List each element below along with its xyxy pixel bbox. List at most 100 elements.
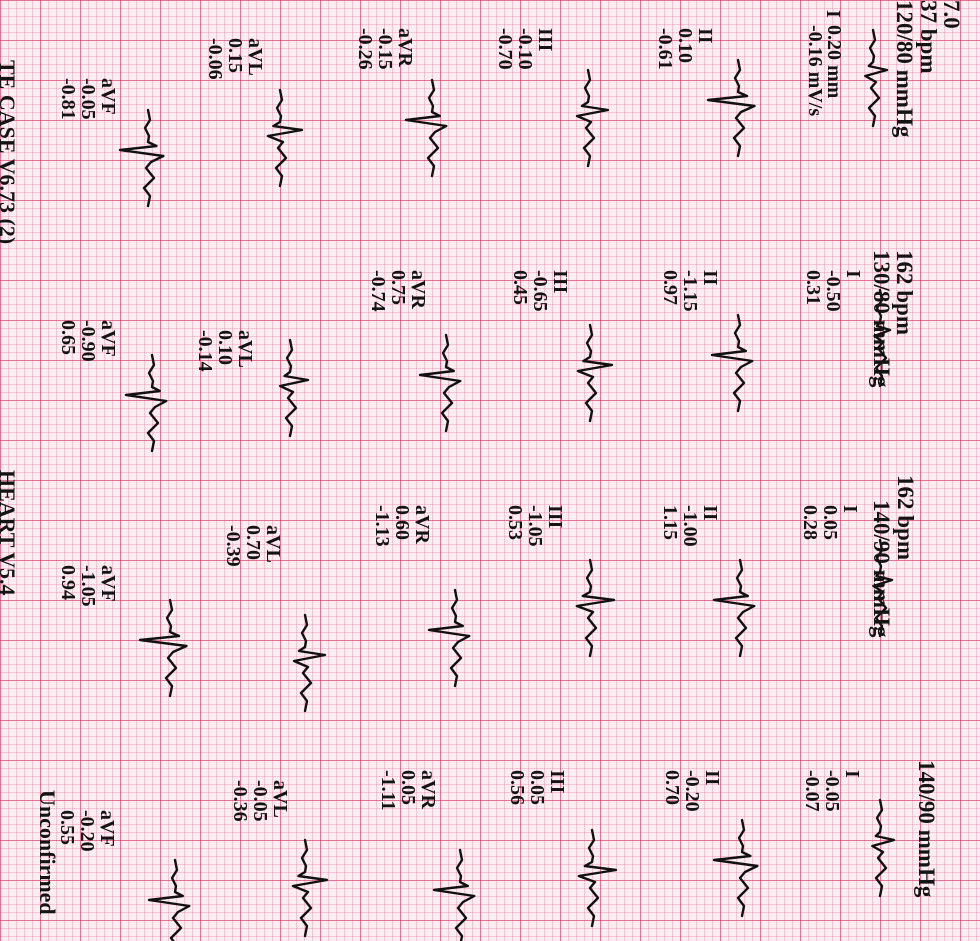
- lead-value: -0.90: [77, 320, 99, 362]
- lead-value: -0.61: [654, 28, 676, 70]
- lead-value: 0.56: [506, 770, 528, 805]
- ecg-complex: [871, 798, 896, 898]
- lead-label-avr: aVR: [394, 28, 416, 67]
- ecg-complex: [706, 58, 756, 158]
- lead-label-avl: aVL: [262, 525, 284, 563]
- ecg-complex: [864, 28, 889, 128]
- footer-left-text: TE CASE V6.73 (2): [0, 60, 20, 245]
- lead-value: -0.14: [194, 330, 216, 372]
- footer-middle-text: HEART V5.4: [0, 470, 20, 596]
- lead-value: -0.15: [374, 28, 396, 70]
- ecg-complex: [291, 838, 329, 938]
- lead-label-ii: II: [699, 505, 721, 521]
- ecg-complex: [577, 828, 618, 928]
- lead-value: 0.45: [509, 270, 531, 305]
- lead-label-iii: III: [534, 28, 556, 52]
- lead-value: 0.05: [819, 505, 841, 540]
- ecg-complex: [712, 558, 756, 658]
- header-text: 140/90 mmHg: [869, 500, 894, 638]
- lead-label-iii: III: [549, 270, 571, 294]
- lead-label-avl: aVL: [234, 330, 256, 368]
- lead-value: 0.75: [387, 270, 409, 305]
- header-text: 140/90 mmHg: [914, 760, 939, 898]
- ecg-complex: [575, 558, 616, 658]
- lead-value: 0.10: [674, 28, 696, 63]
- lead-value: 0.97: [659, 270, 681, 305]
- lead-value: -0.20: [76, 810, 98, 852]
- lead-value: -0.05: [249, 780, 271, 822]
- scale-amplitude: 0.20 mm: [823, 25, 845, 99]
- lead-value: 0.53: [504, 505, 526, 540]
- ecg-complex: [712, 818, 759, 918]
- lead-value: -0.05: [77, 78, 99, 120]
- lead-value: -0.10: [514, 28, 536, 70]
- ecg-complex: [147, 858, 191, 941]
- lead-value: 0.10: [214, 330, 236, 365]
- lead-value: 0.15: [224, 38, 246, 73]
- ecg-complex: [576, 323, 614, 423]
- ecg-complex: [432, 848, 476, 941]
- lead-value: -0.50: [822, 270, 844, 312]
- lead-value: -0.39: [222, 525, 244, 567]
- lead-value: -0.26: [354, 28, 376, 70]
- lead-value: 1.15: [659, 505, 681, 540]
- lead-label-avf: aVF: [97, 565, 119, 602]
- lead-value: 0.60: [391, 505, 413, 540]
- header-text: 37 bpm: [916, 0, 941, 74]
- lead-label-avr: aVR: [411, 505, 433, 544]
- lead-label-ii: II: [694, 28, 716, 44]
- lead-label-i: I: [839, 505, 861, 513]
- lead-label-avr: aVR: [417, 770, 439, 809]
- lead-label-i: I: [842, 270, 864, 278]
- lead-label-avf: aVF: [97, 78, 119, 115]
- lead-label-avl: aVL: [269, 780, 291, 818]
- lead-value: -0.36: [229, 780, 251, 822]
- lead-value: 0.55: [56, 810, 78, 845]
- ecg-complex: [292, 613, 327, 713]
- lead-value: -1.05: [77, 565, 99, 607]
- unconfirmed-label: Unconfirmed: [35, 790, 60, 915]
- lead-label-iii: III: [544, 505, 566, 529]
- ecg-complex: [418, 333, 462, 433]
- header-text: 162 bpm: [892, 250, 917, 335]
- lead-value: 0.70: [242, 525, 264, 560]
- lead-label-avf: aVF: [97, 320, 119, 357]
- lead-value: -0.65: [529, 270, 551, 312]
- ecg-complex: [118, 108, 165, 208]
- ecg-complex: [710, 313, 754, 413]
- lead-label-ii: II: [701, 770, 723, 786]
- header-text: 130/80 mmHg: [869, 250, 894, 388]
- lead-label-i: I: [822, 10, 844, 18]
- lead-value: 0.28: [799, 505, 821, 540]
- lead-value: 0.05: [526, 770, 548, 805]
- lead-value: 0.31: [802, 270, 824, 305]
- lead-value: 0.70: [661, 770, 683, 805]
- lead-label-iii: III: [546, 770, 568, 794]
- lead-value: -0.74: [367, 270, 389, 312]
- lead-value: -1.15: [679, 270, 701, 312]
- header-text: 162 bpm: [893, 475, 918, 560]
- lead-label-avf: aVF: [96, 810, 118, 847]
- ecg-complex: [873, 288, 892, 388]
- lead-label-i: I: [841, 770, 863, 778]
- lead-value: 0.05: [397, 770, 419, 805]
- lead-value: -0.20: [681, 770, 703, 812]
- lead-value: -0.70: [494, 28, 516, 70]
- lead-value: -0.07: [801, 770, 823, 812]
- lead-value: -1.05: [524, 505, 546, 547]
- ecg-complex: [138, 598, 188, 698]
- ecg-complex: [278, 338, 310, 438]
- lead-label-avr: aVR: [407, 270, 429, 309]
- ecg-complex: [427, 588, 471, 688]
- lead-value: -0.06: [204, 38, 226, 80]
- ecg-complex: [266, 88, 304, 188]
- lead-value: 0.65: [57, 320, 79, 355]
- lead-value: -0.05: [821, 770, 843, 812]
- ecg-complex: [404, 78, 448, 178]
- ecg-complex: [575, 68, 610, 168]
- ecg-complex: [124, 353, 168, 453]
- header-text: 120/80 mmHg: [892, 0, 917, 138]
- scale-rate: -0.16 mV/s: [804, 25, 826, 117]
